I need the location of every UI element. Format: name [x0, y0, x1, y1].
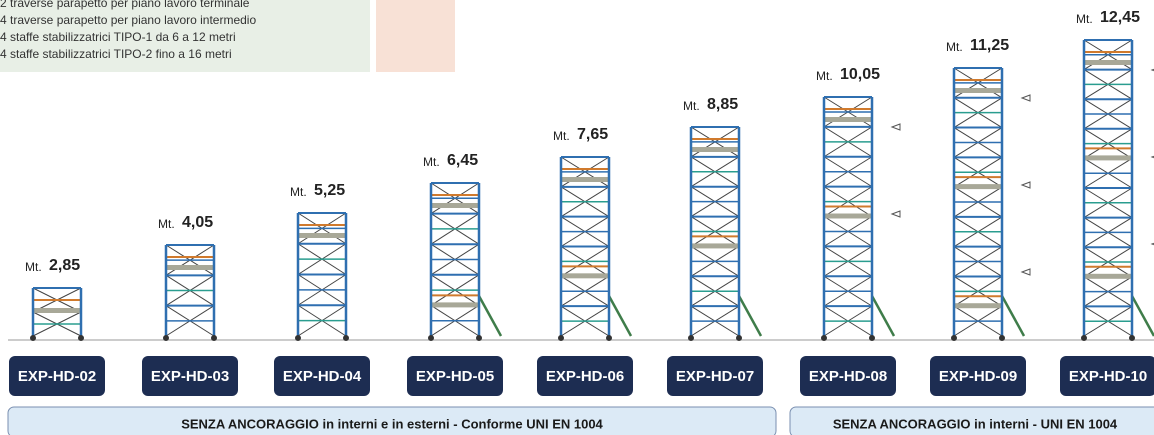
scaffold [688, 127, 761, 341]
page: SENZA ANCORAGGIO in interni e in esterni… [0, 0, 1154, 435]
platform [1084, 155, 1132, 160]
scaffold [295, 213, 349, 341]
wheel [1081, 335, 1087, 341]
note-line: 4 traverse parapetto per piano lavoro in… [0, 13, 256, 27]
platform [824, 117, 872, 122]
scaffold [30, 288, 84, 341]
platform [431, 302, 479, 307]
model-name: EXP-HD-06 [546, 368, 624, 385]
height-label: Mt. [1076, 12, 1093, 26]
wheel [558, 335, 564, 341]
height-label: Mt. [946, 40, 963, 54]
anchor-marker [1022, 182, 1030, 188]
outrigger [479, 296, 501, 336]
platform [1084, 60, 1132, 65]
platform [298, 233, 346, 238]
platform [33, 308, 81, 313]
platform [824, 214, 872, 219]
platform [954, 88, 1002, 93]
outrigger [1002, 296, 1024, 336]
platform [431, 203, 479, 208]
wheel [606, 335, 612, 341]
height-value: 2,85 [49, 257, 80, 274]
wheel [736, 335, 742, 341]
wheel [951, 335, 957, 341]
note-line: 4 staffe stabilizzatrici TIPO-1 da 6 a 1… [0, 30, 236, 44]
height-value: 10,05 [840, 66, 880, 83]
model-name: EXP-HD-04 [283, 368, 362, 385]
banner-text: SENZA ANCORAGGIO in interni e in esterni… [181, 416, 603, 431]
wheel [869, 335, 875, 341]
platform [561, 273, 609, 278]
anchor-marker [1022, 95, 1030, 101]
banner-text: SENZA ANCORAGGIO in interni - UNI EN 100… [833, 416, 1118, 431]
model-name: EXP-HD-08 [809, 368, 887, 385]
scaffold [428, 183, 501, 341]
wheel [163, 335, 169, 341]
anchor-marker [1022, 269, 1030, 275]
height-label: Mt. [816, 69, 833, 83]
height-value: 4,05 [182, 214, 213, 231]
outrigger [609, 296, 631, 336]
model-name: EXP-HD-07 [676, 368, 754, 385]
outrigger [1132, 296, 1154, 336]
height-value: 7,65 [577, 126, 608, 143]
height-label: Mt. [290, 185, 307, 199]
height-value: 8,85 [707, 96, 738, 113]
wheel [821, 335, 827, 341]
platform [1084, 274, 1132, 279]
height-label: Mt. [683, 99, 700, 113]
wheel [428, 335, 434, 341]
wheel [30, 335, 36, 341]
notes-swatch [376, 0, 455, 72]
height-label: Mt. [25, 260, 42, 274]
wheel [688, 335, 694, 341]
anchor-marker [892, 124, 900, 130]
scaffold [163, 245, 217, 341]
outrigger [872, 296, 894, 336]
height-value: 12,45 [1100, 9, 1140, 26]
model-name: EXP-HD-02 [18, 368, 96, 385]
model-name: EXP-HD-09 [939, 368, 1017, 385]
note-line: 2 traverse parapetto per piano lavoro te… [0, 0, 250, 10]
model-name: EXP-HD-03 [151, 368, 229, 385]
scaffold [951, 68, 1030, 341]
platform [954, 303, 1002, 308]
platform [166, 265, 214, 270]
platform [691, 243, 739, 248]
platform [691, 147, 739, 152]
height-label: Mt. [158, 217, 175, 231]
model-name: EXP-HD-05 [416, 368, 494, 385]
outrigger [739, 296, 761, 336]
wheel [1129, 335, 1135, 341]
height-label: Mt. [553, 129, 570, 143]
note-line: 4 staffe stabilizzatrici TIPO-2 fino a 1… [0, 47, 232, 61]
wheel [476, 335, 482, 341]
height-value: 11,25 [970, 37, 1009, 54]
height-value: 5,25 [314, 182, 345, 199]
height-value: 6,45 [447, 152, 478, 169]
scaffold [558, 157, 631, 341]
wheel [999, 335, 1005, 341]
model-name: EXP-HD-10 [1069, 368, 1147, 385]
wheel [295, 335, 301, 341]
platform [561, 177, 609, 182]
wheel [343, 335, 349, 341]
wheel [211, 335, 217, 341]
height-label: Mt. [423, 155, 440, 169]
wheel [78, 335, 84, 341]
scaffold [1081, 40, 1154, 341]
scaffold [821, 97, 900, 341]
platform [954, 184, 1002, 189]
anchor-marker [892, 211, 900, 217]
